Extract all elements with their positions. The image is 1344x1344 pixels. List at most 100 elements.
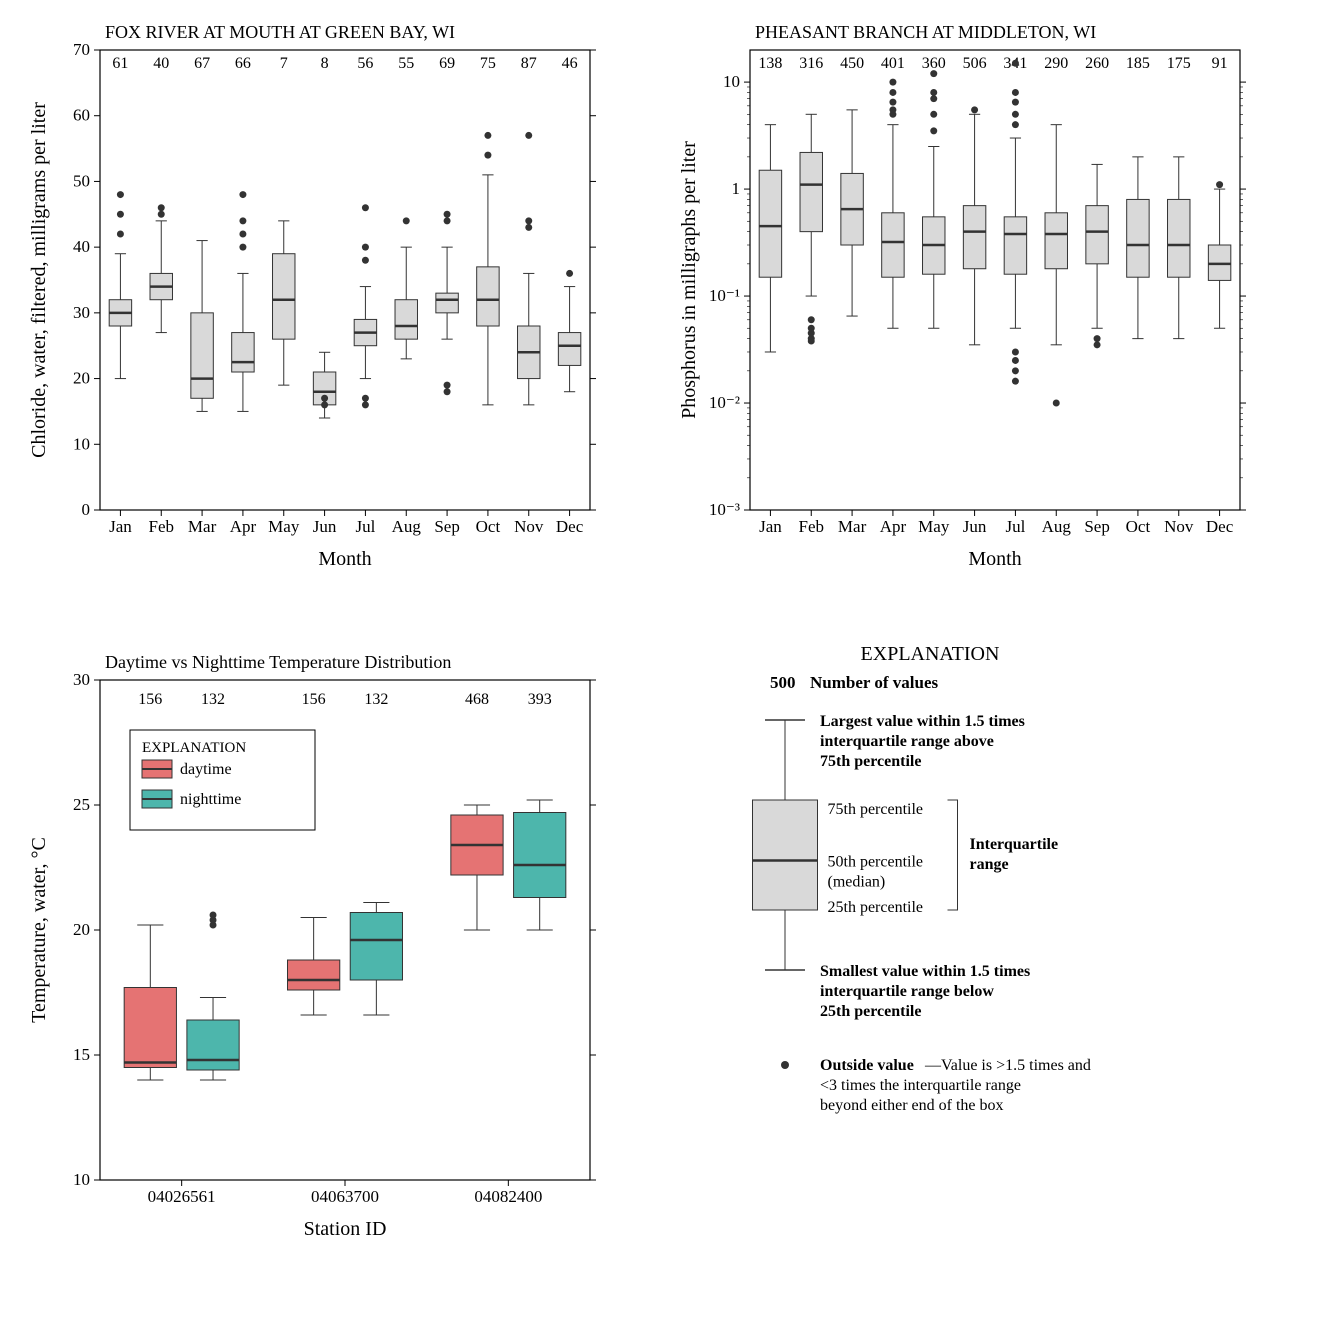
svg-text:60: 60	[73, 106, 90, 125]
svg-text:132: 132	[364, 691, 388, 708]
count-label: 260	[1085, 55, 1109, 72]
svg-text:468: 468	[465, 691, 489, 708]
svg-text:156: 156	[302, 691, 326, 708]
count-label: 175	[1167, 55, 1191, 72]
svg-text:May: May	[268, 517, 300, 536]
svg-text:04026561: 04026561	[148, 1187, 216, 1206]
count-label: 55	[398, 55, 414, 72]
count-label: 91	[1212, 55, 1228, 72]
svg-text:Sep: Sep	[434, 517, 460, 536]
ylabel: Chloride, water, filtered, milligrams pe…	[28, 102, 50, 458]
svg-text:Oct: Oct	[476, 517, 501, 536]
svg-text:Jan: Jan	[759, 517, 782, 536]
svg-text:25th percentile: 25th percentile	[820, 1003, 921, 1020]
count-label: 506	[963, 55, 987, 72]
chart-panel: FOX RIVER AT MOUTH AT GREEN BAY, WI 0 10 20…	[28, 22, 596, 570]
svg-text:10: 10	[73, 1170, 90, 1189]
svg-text:Smallest value within 1.5 time: Smallest value within 1.5 times	[820, 963, 1030, 980]
svg-text:04082400: 04082400	[474, 1187, 542, 1206]
count-label: 67	[194, 55, 210, 72]
svg-text:Jun: Jun	[313, 517, 337, 536]
count-label: 290	[1044, 55, 1068, 72]
svg-text:Nov: Nov	[514, 517, 544, 536]
count-label: 56	[357, 55, 373, 72]
legend-item: daytime	[180, 761, 232, 778]
svg-text:Sep: Sep	[1084, 517, 1110, 536]
svg-text:Dec: Dec	[556, 517, 584, 536]
count-label: 87	[521, 55, 537, 72]
svg-text:30: 30	[73, 670, 90, 689]
xlabel: Month	[318, 548, 371, 570]
count-label: 40	[153, 55, 169, 72]
svg-text:<3 times the interquartile ran: <3 times the interquartile range	[820, 1077, 1021, 1094]
svg-text:75th percentile: 75th percentile	[828, 801, 924, 818]
svg-text:20: 20	[73, 920, 90, 939]
chart-panel: Daytime vs Nighttime Temperature Distrib…	[28, 652, 596, 1240]
chart-title: FOX RIVER AT MOUTH AT GREEN BAY, WI	[105, 22, 455, 42]
svg-text:10⁻¹: 10⁻¹	[709, 286, 740, 305]
svg-text:30: 30	[73, 303, 90, 322]
svg-text:04063700: 04063700	[311, 1187, 379, 1206]
svg-text:Aug: Aug	[1042, 517, 1072, 536]
svg-text:Outside value: Outside value	[820, 1057, 914, 1074]
legend: EXPLANATIONdaytimenighttime	[130, 730, 315, 830]
svg-text:50: 50	[73, 171, 90, 190]
chart-title: PHEASANT BRANCH AT MIDDLETON, WI	[755, 22, 1096, 42]
svg-text:25th percentile: 25th percentile	[828, 899, 924, 916]
xlabel: Month	[968, 548, 1021, 570]
svg-text:10⁻³: 10⁻³	[709, 500, 740, 519]
legend-item: nighttime	[180, 791, 241, 808]
count-label: 61	[112, 55, 128, 72]
svg-text:Jan: Jan	[109, 517, 132, 536]
svg-text:range: range	[970, 856, 1009, 873]
svg-text:interquartile range above: interquartile range above	[820, 733, 994, 750]
svg-text:10: 10	[723, 72, 740, 91]
svg-text:1: 1	[732, 179, 741, 198]
svg-text:393: 393	[528, 691, 552, 708]
chart-panel: PHEASANT BRANCH AT MIDDLETON, WI 10⁻³ 10⁻²…	[678, 22, 1246, 570]
count-label: 360	[922, 55, 946, 72]
count-label: 7	[280, 55, 288, 72]
svg-text:(median): (median)	[828, 874, 886, 891]
svg-text:Apr: Apr	[880, 517, 907, 536]
count-label: 401	[881, 55, 905, 72]
svg-text:75th percentile: 75th percentile	[820, 753, 921, 770]
svg-text:Dec: Dec	[1206, 517, 1234, 536]
svg-text:Apr: Apr	[230, 517, 257, 536]
explanation-title: EXPLANATION	[861, 643, 1000, 665]
svg-text:0: 0	[82, 500, 91, 519]
svg-text:500: 500	[770, 673, 796, 692]
svg-text:10⁻²: 10⁻²	[709, 393, 740, 412]
xlabel: Station ID	[304, 1218, 387, 1240]
count-label: 69	[439, 55, 455, 72]
svg-text:Oct: Oct	[1126, 517, 1151, 536]
svg-text:70: 70	[73, 40, 90, 59]
ylabel: Temperature, water, °C	[28, 837, 50, 1023]
count-label: 46	[562, 55, 578, 72]
svg-text:10: 10	[73, 434, 90, 453]
count-label: 8	[321, 55, 329, 72]
svg-text:15: 15	[73, 1045, 90, 1064]
svg-text:50th percentile: 50th percentile	[828, 854, 924, 871]
svg-text:Aug: Aug	[392, 517, 422, 536]
count-label: 75	[480, 55, 496, 72]
svg-text:Mar: Mar	[188, 517, 217, 536]
svg-text:beyond either end of the box: beyond either end of the box	[820, 1097, 1004, 1114]
svg-text:—Value is >1.5 times and: —Value is >1.5 times and	[924, 1057, 1091, 1074]
svg-text:25: 25	[73, 795, 90, 814]
num-values-label: Number of values	[810, 673, 939, 692]
svg-text:Feb: Feb	[149, 517, 175, 536]
svg-text:Largest value within 1.5 times: Largest value within 1.5 times	[820, 713, 1025, 730]
svg-text:interquartile range below: interquartile range below	[820, 983, 994, 1000]
svg-text:Mar: Mar	[838, 517, 867, 536]
svg-text:Jul: Jul	[1005, 517, 1025, 536]
explanation: EXPLANATION 500 Number of values Largest va…	[753, 643, 1091, 1114]
svg-text:132: 132	[201, 691, 225, 708]
svg-text:20: 20	[73, 369, 90, 388]
svg-text:156: 156	[138, 691, 162, 708]
figure: FOX RIVER AT MOUTH AT GREEN BAY, WI 0 10 20…	[0, 0, 1344, 1344]
chart-title: Daytime vs Nighttime Temperature Distrib…	[105, 652, 451, 672]
svg-text:May: May	[918, 517, 950, 536]
svg-text:Jun: Jun	[963, 517, 987, 536]
svg-text:Feb: Feb	[799, 517, 825, 536]
